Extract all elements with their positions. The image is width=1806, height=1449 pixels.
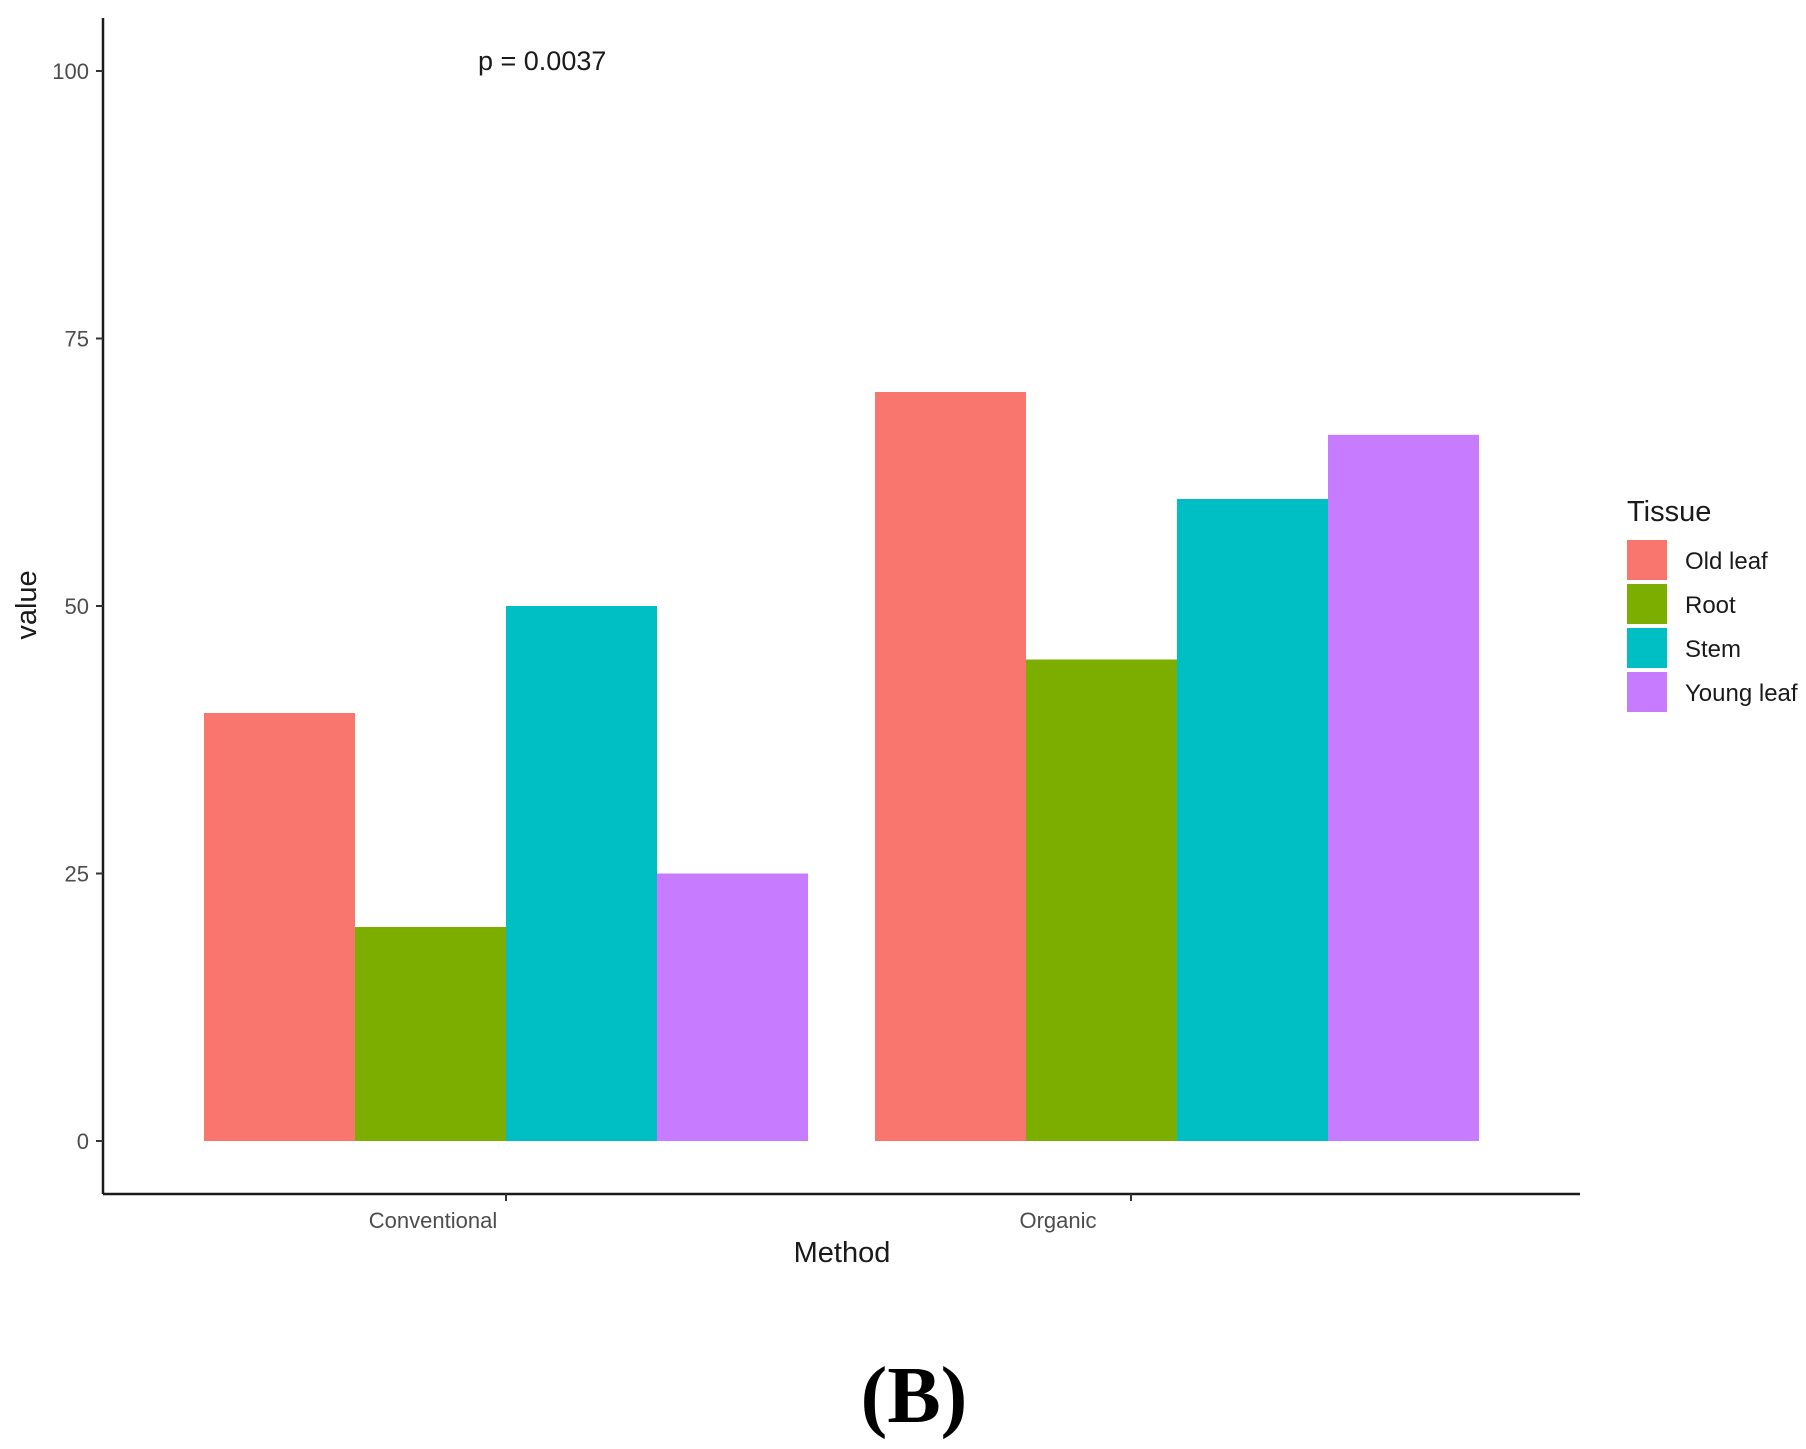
panel-label: (B) <box>861 1352 968 1440</box>
legend-items: Old leaf Root Stem Young leaf <box>1627 540 1798 712</box>
y-tick-label: 25 <box>65 862 89 887</box>
legend-swatch-root <box>1627 584 1667 624</box>
bars-group <box>204 392 1479 1141</box>
bar-conventional-stem <box>506 606 657 1141</box>
x-tick-label: Organic <box>1019 1208 1096 1233</box>
legend-title: Tissue <box>1627 496 1711 528</box>
bar-organic-young-leaf <box>1328 434 1479 1141</box>
bar-conventional-old-leaf <box>204 713 355 1141</box>
x-tick-label: Conventional <box>369 1208 497 1233</box>
y-ticks-group: 0 25 50 75 100 <box>52 59 103 1154</box>
legend: Tissue Old leaf Root Stem Young leaf <box>1627 496 1798 712</box>
y-axis-title: value <box>11 570 43 639</box>
legend-label-stem: Stem <box>1685 636 1741 663</box>
y-tick-label: 50 <box>65 594 89 619</box>
legend-swatch-old-leaf <box>1627 540 1667 580</box>
legend-swatch-young-leaf <box>1627 672 1667 712</box>
legend-label-root: Root <box>1685 592 1736 619</box>
bar-organic-root <box>1026 659 1177 1141</box>
x-axis-title: Method <box>794 1237 891 1269</box>
y-tick-label: 100 <box>52 59 89 84</box>
y-tick-label: 75 <box>65 327 89 352</box>
annotation-pvalue: p = 0.0037 <box>478 46 606 76</box>
bar-organic-old-leaf <box>875 392 1026 1141</box>
legend-label-old-leaf: Old leaf <box>1685 548 1768 575</box>
bar-organic-stem <box>1177 499 1328 1141</box>
bar-conventional-root <box>355 927 506 1141</box>
legend-swatch-stem <box>1627 628 1667 668</box>
legend-label-young-leaf: Young leaf <box>1685 680 1798 707</box>
y-tick-label: 0 <box>77 1129 89 1154</box>
bar-conventional-young-leaf <box>657 873 808 1141</box>
x-ticks-group: Conventional Organic <box>369 1194 1132 1233</box>
